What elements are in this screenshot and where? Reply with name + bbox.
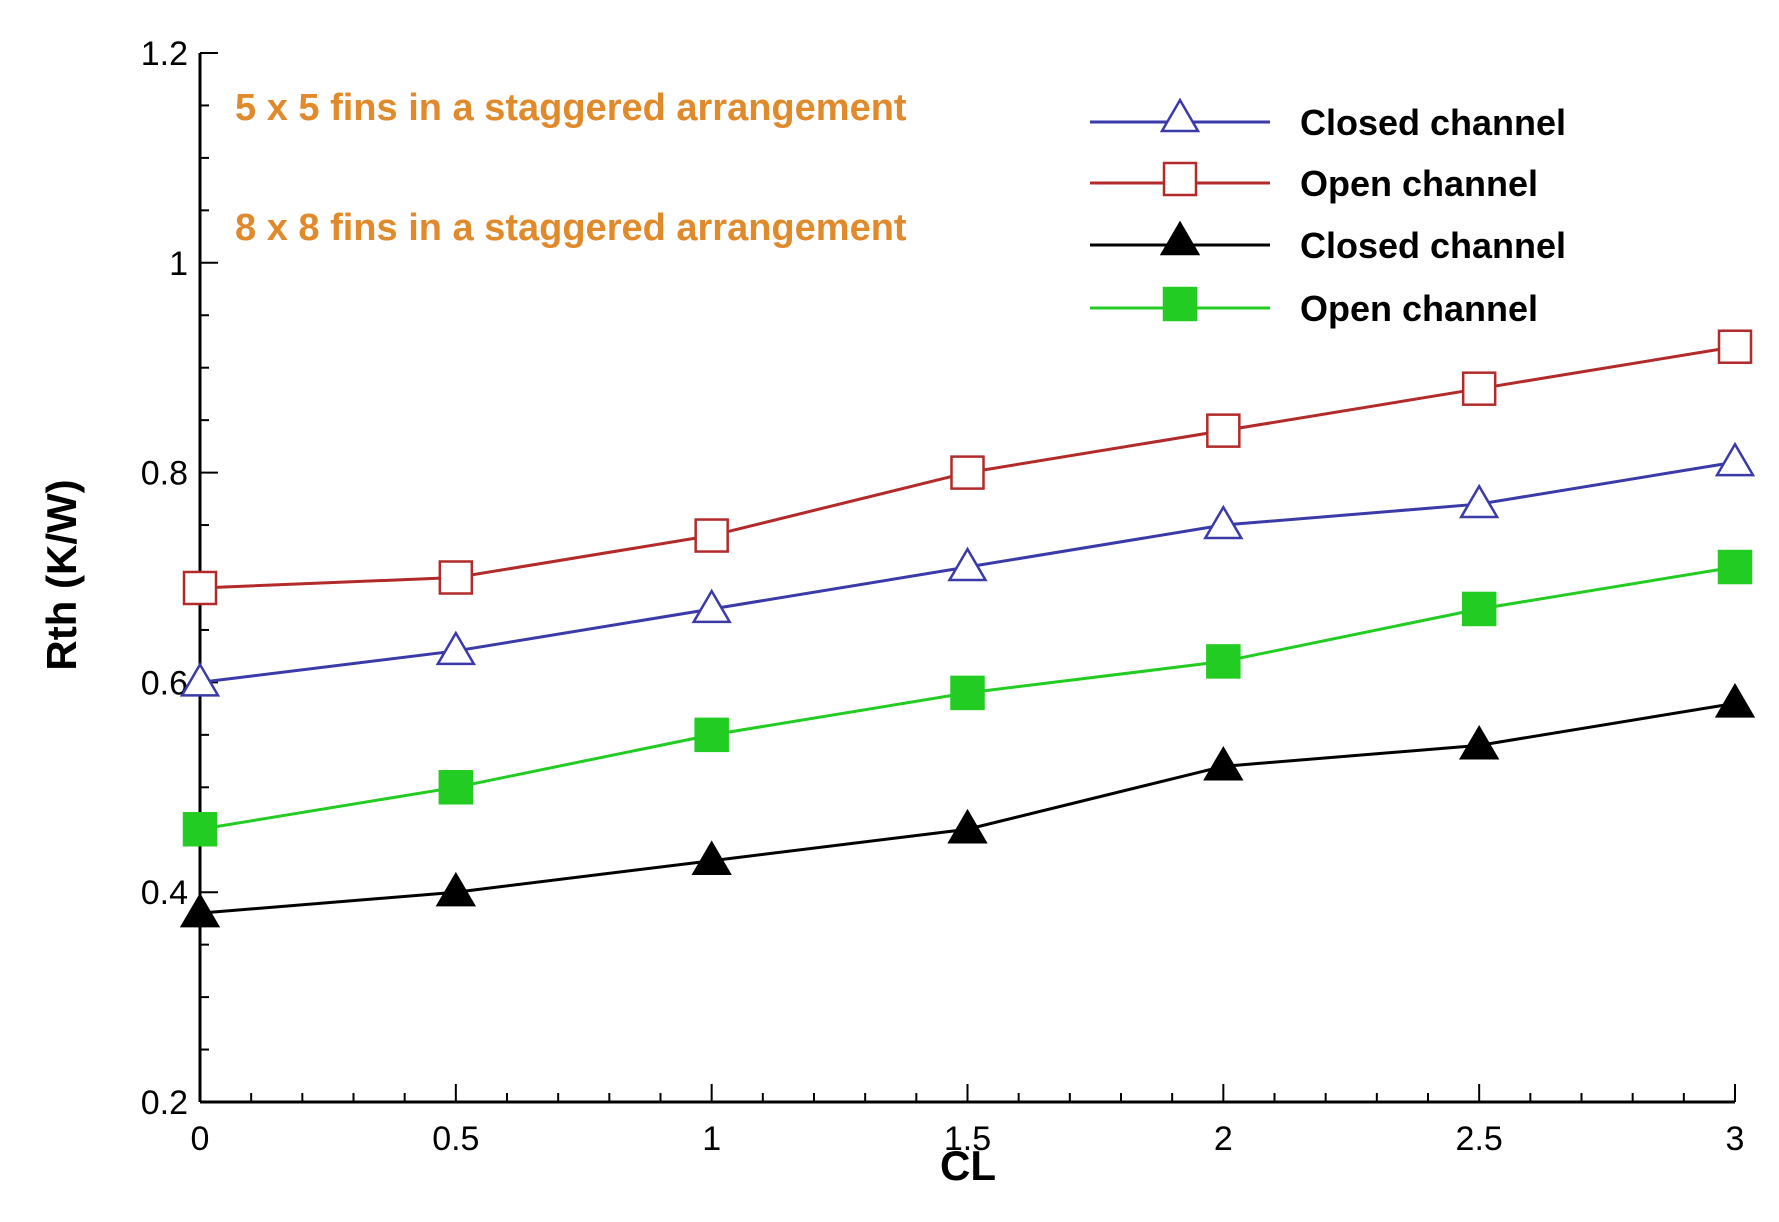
x-tick-label: 0.5: [432, 1120, 479, 1158]
data-point: [691, 588, 732, 624]
series-3: [182, 549, 1753, 847]
legend: 5 x 5 fins in a staggered arrangement 8 x…: [235, 87, 1566, 329]
series-2: [179, 683, 1756, 928]
series-layer: [179, 329, 1756, 928]
data-point: [694, 717, 729, 753]
legend-marker: [1159, 97, 1201, 133]
series-line: [199, 701, 1736, 915]
series-1: [182, 329, 1753, 606]
data-point: [435, 871, 477, 907]
legend-entry-label: Closed channel: [1300, 102, 1566, 143]
data-point: [1206, 644, 1241, 679]
y-axis-title: Rth (K/W): [38, 479, 85, 670]
x-tick-label: 1.5: [944, 1120, 991, 1158]
data-point: [694, 518, 729, 553]
series-0: [179, 441, 1756, 697]
y-tick-label: 0.8: [141, 455, 188, 493]
legend-marker: [1162, 161, 1198, 197]
legend-marker: [1159, 220, 1201, 256]
y-tick-label: 0.4: [141, 874, 188, 912]
data-point: [438, 770, 474, 805]
data-point: [182, 812, 218, 847]
data-point: [1458, 483, 1500, 519]
legend-group-label: 5 x 5 fins in a staggered arrangement: [235, 87, 907, 129]
data-point: [950, 675, 985, 711]
data-point: [179, 662, 221, 697]
data-point: [1714, 683, 1756, 718]
data-point: [1203, 745, 1244, 781]
y-tick-label: 0.6: [141, 664, 188, 702]
y-tick-label: 1: [169, 245, 188, 283]
x-tick-label: 1: [702, 1120, 721, 1158]
legend-entry-label: Open channel: [1300, 288, 1538, 329]
data-point: [950, 455, 985, 490]
data-point: [1714, 441, 1756, 477]
data-point: [438, 560, 474, 595]
data-point: [179, 892, 221, 928]
legend-entry-label: Closed channel: [1300, 225, 1566, 266]
x-tick-label: 3: [1726, 1120, 1745, 1158]
x-tick-label: 2: [1214, 1120, 1233, 1158]
y-tick-label: 1.2: [141, 35, 188, 73]
data-point: [947, 546, 988, 582]
x-axis-title: CL: [940, 1142, 996, 1189]
x-tick-label: 0: [191, 1120, 210, 1158]
data-point: [1717, 329, 1753, 364]
legend-group-label: 8 x 8 fins in a staggered arrangement: [235, 207, 907, 249]
data-point: [182, 570, 218, 606]
data-point: [1203, 504, 1244, 540]
data-point: [435, 630, 477, 666]
ticks: 0 0.5 1 1.5 2 2.5 3 0.2 0.4 0.6 0.8 1 1.2: [141, 35, 1745, 1158]
data-point: [1458, 725, 1500, 760]
data-point: [1717, 549, 1753, 585]
legend-marker: [1162, 286, 1198, 322]
data-point: [947, 808, 988, 844]
data-point: [1461, 371, 1497, 406]
x-tick-label: 2.5: [1456, 1120, 1503, 1158]
y-tick-label: 0.2: [141, 1084, 188, 1122]
legend-entry-label: Open channel: [1300, 163, 1538, 204]
data-point: [691, 840, 732, 875]
data-point: [1461, 591, 1497, 627]
data-point: [1206, 413, 1241, 448]
